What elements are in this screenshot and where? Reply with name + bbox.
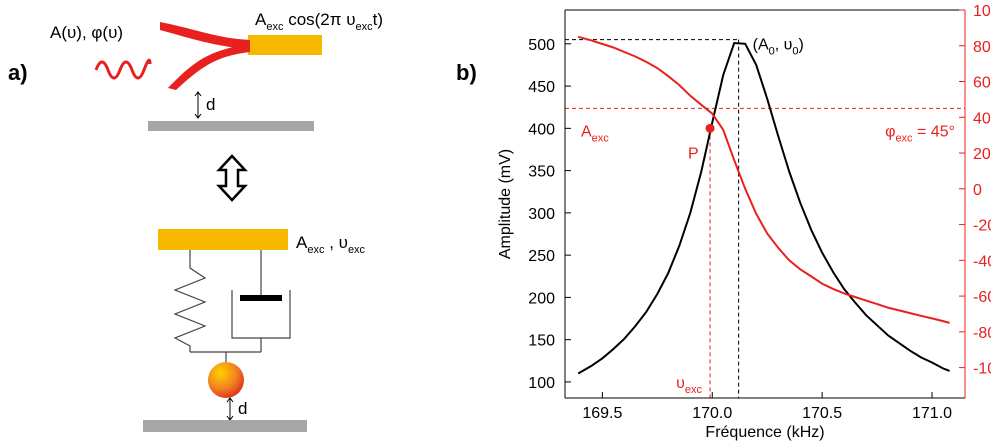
annotation: Aexc [581,123,609,144]
annotation-part: = 45° [913,123,955,140]
equivalence-arrow [216,154,248,202]
cantilever-down [168,44,250,90]
y-tick-label: 450 [528,79,555,96]
label-sub: exc [348,244,366,256]
dashpot [231,250,291,352]
annotation: (A0, υ0) [753,37,804,58]
x-tick-label: 169.5 [582,405,622,422]
panel-label: a) [8,60,28,85]
annotation: υexc [676,375,702,396]
annotation: φexc = 45° [885,123,955,144]
y2-tick-label: 60 [973,75,991,92]
series-line [577,41,950,375]
signal-label: A(υ), φ(υ) [50,23,123,42]
x-axis-title: Fréquence (kHz) [705,424,824,441]
wave [94,58,152,80]
label-sub: exc [356,21,374,33]
annotation-part: ) [799,37,804,54]
label-part: cos(2π υ [283,10,355,29]
annotation-sub: exc [685,384,703,396]
annotation-sub: exc [592,132,610,144]
y2-tick-label: -20 [973,218,991,235]
x-tick-label: 171.0 [912,405,952,422]
series-line [577,35,950,324]
y-tick-label: 500 [528,37,555,54]
drive-label: Aexc cos(2π υexct) [255,10,383,33]
y2-tick-label: -80 [973,325,991,342]
label-sub: exc [307,244,325,256]
x-tick-label: 170.0 [692,405,732,422]
y-tick-label: 250 [528,248,555,265]
y-tick-label: 100 [528,375,555,392]
annotation-part: , υ [775,37,793,54]
label-part: t) [373,10,383,29]
panel-label: b) [456,60,477,85]
gap-label: d [238,399,247,418]
y2-tick-label: -40 [973,253,991,270]
piston [240,295,282,301]
annotation-part: υ [676,375,685,392]
surface [143,420,307,432]
annotation-part: (A [753,37,769,54]
annotation-sub: 0 [792,46,798,58]
y2-tick-label: 100 [973,3,991,20]
linkage [190,351,261,362]
y-tick-label: 200 [528,290,555,307]
y-axis-title: Amplitude (mV) [497,149,514,259]
y2-tick-label: 20 [973,146,991,163]
actuator [248,35,322,55]
y-tick-label: 300 [528,206,555,223]
annotation-sub: 0 [769,46,775,58]
point-marker [705,123,715,133]
y2-tick-label: -60 [973,289,991,306]
chart: 100150200250300350400450500-100-80-60-40… [497,3,991,441]
label-sub: exc [266,21,284,33]
annotation-part: A [581,123,592,140]
y2-tick-label: 80 [973,39,991,56]
y2-tick-label: 40 [973,110,991,127]
label-part: A [296,233,308,252]
diagram: a) A(υ), φ(υ) Aexc cos(2π υexct) d Aexc … [8,10,383,432]
y-tick-label: 400 [528,121,555,138]
gap-label: d [206,95,215,114]
tip-mass [208,362,244,398]
cantilever-up [160,22,250,50]
arrow-heads [194,91,202,119]
annotation-part: φ [885,123,895,140]
label-part: , υ [324,233,347,252]
y-tick-label: 350 [528,164,555,181]
x-tick-label: 170.5 [802,405,842,422]
annotation-sub: exc [895,132,913,144]
label-part: A [255,10,267,29]
oscillator-label: Aexc , υexc [296,233,366,256]
y-tick-label: 150 [528,333,555,350]
mass-plate [158,229,288,250]
point-label: P [688,145,699,162]
y2-tick-label: 0 [973,182,982,199]
spring [173,250,207,352]
surface [148,121,314,131]
y2-tick-label: -100 [973,361,991,378]
